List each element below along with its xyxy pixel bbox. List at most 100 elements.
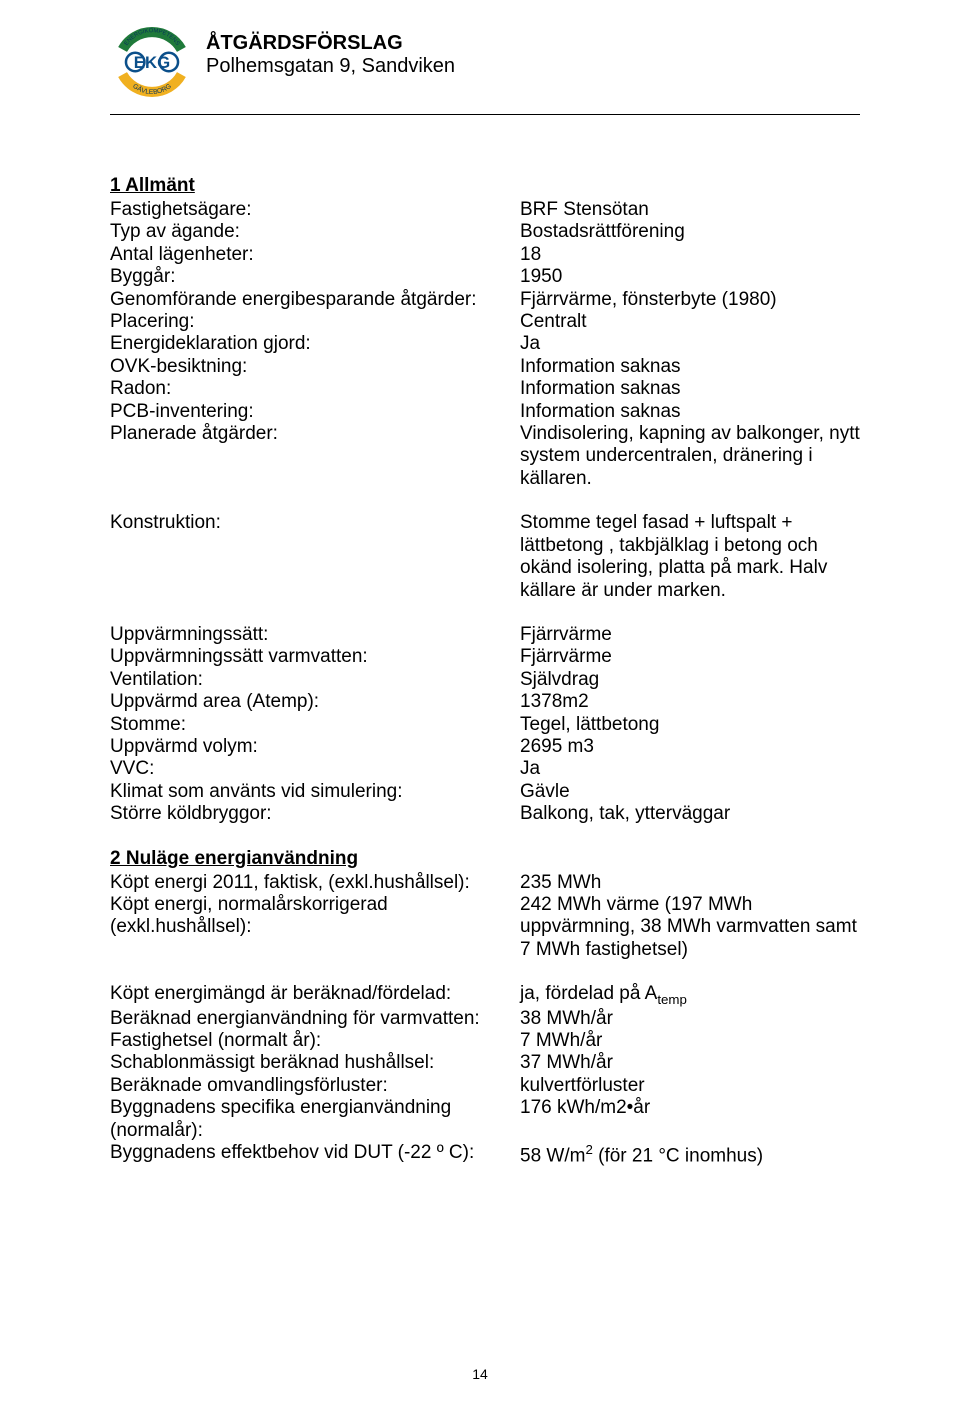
row-value: 58 W/m2 (för 21 °C inomhus): [520, 1142, 860, 1168]
row-value: Tegel, lättbetong: [520, 714, 860, 736]
row-label: Köpt energi 2011, faktisk, (exkl.hushåll…: [110, 872, 520, 894]
row-value: kulvertförluster: [520, 1075, 860, 1097]
svg-text:EKG: EKG: [134, 53, 170, 72]
row-label: Byggnadens specifika energianvändning (n…: [110, 1097, 520, 1142]
row-label: Energideklaration gjord:: [110, 333, 520, 355]
data-row: PCB-inventering:Information saknas: [110, 401, 860, 423]
row-value: 18: [520, 244, 860, 266]
data-row: VVC:Ja: [110, 758, 860, 780]
row-label: Planerade åtgärder:: [110, 423, 520, 490]
data-row: Uppvärmningssätt:Fjärrvärme: [110, 624, 860, 646]
data-row: Uppvärmd area (Atemp):1378m2: [110, 691, 860, 713]
row-label: Typ av ägande:: [110, 221, 520, 243]
row-value: 1950: [520, 266, 860, 288]
row-label: Beräknad energianvändning för varmvatten…: [110, 1008, 520, 1030]
row-value: 1378m2: [520, 691, 860, 713]
page: EKG ENERGIKOMPETENS GÄVLEBORG ÅTGÄRDSFÖR…: [0, 0, 960, 1406]
row-label: Genomförande energibesparande åtgärder:: [110, 289, 520, 311]
row-label: Stomme:: [110, 714, 520, 736]
label-konstruktion: Konstruktion:: [110, 512, 520, 602]
header-title: ÅTGÄRDSFÖRSLAG: [206, 32, 455, 55]
row-label: Uppvärmd volym:: [110, 736, 520, 758]
row-value: Vindisolering, kapning av balkonger, nyt…: [520, 423, 860, 490]
data-row: Fastighetsägare:BRF Stensötan: [110, 199, 860, 221]
row-value: 235 MWh: [520, 872, 860, 894]
row-label: PCB-inventering:: [110, 401, 520, 423]
data-row: Klimat som använts vid simulering:Gävle: [110, 781, 860, 803]
row-label: Köpt energimängd är beräknad/fördelad:: [110, 983, 520, 1007]
row-label: Ventilation:: [110, 669, 520, 691]
data-row: Stomme:Tegel, lättbetong: [110, 714, 860, 736]
data-row: Köpt energimängd är beräknad/fördelad:ja…: [110, 983, 860, 1007]
data-row: Köpt energi, normalårskorrigerad (exkl.h…: [110, 894, 860, 961]
row-value: Information saknas: [520, 378, 860, 400]
data-row: Större köldbryggor:Balkong, tak, yttervä…: [110, 803, 860, 825]
row-label: Radon:: [110, 378, 520, 400]
row-value: Gävle: [520, 781, 860, 803]
row-value: BRF Stensötan: [520, 199, 860, 221]
data-row: Placering:Centralt: [110, 311, 860, 333]
row-value: 176 kWh/m2•år: [520, 1097, 860, 1142]
data-row: Genomförande energibesparande åtgärder:F…: [110, 289, 860, 311]
data-row: Uppvärmningssätt varmvatten:Fjärrvärme: [110, 646, 860, 668]
section-2-block-a: Köpt energi 2011, faktisk, (exkl.hushåll…: [110, 872, 860, 962]
row-label: Uppvärmd area (Atemp):: [110, 691, 520, 713]
row-label: Byggnadens effektbehov vid DUT (-22 º C)…: [110, 1142, 520, 1168]
row-label: Större köldbryggor:: [110, 803, 520, 825]
row-value: Information saknas: [520, 401, 860, 423]
row-value: Balkong, tak, ytterväggar: [520, 803, 860, 825]
row-value: 37 MWh/år: [520, 1052, 860, 1074]
row-value: Ja: [520, 758, 860, 780]
data-row: Energideklaration gjord:Ja: [110, 333, 860, 355]
section-2-block-b: Köpt energimängd är beräknad/fördelad:ja…: [110, 983, 860, 1168]
row-value: Bostadsrättförening: [520, 221, 860, 243]
data-row: OVK-besiktning:Information saknas: [110, 356, 860, 378]
row-label: Uppvärmningssätt varmvatten:: [110, 646, 520, 668]
data-row: Radon:Information saknas: [110, 378, 860, 400]
row-label: Klimat som använts vid simulering:: [110, 781, 520, 803]
data-row: Byggnadens specifika energianvändning (n…: [110, 1097, 860, 1142]
row-value: 38 MWh/år: [520, 1008, 860, 1030]
row-label: OVK-besiktning:: [110, 356, 520, 378]
data-row: Köpt energi 2011, faktisk, (exkl.hushåll…: [110, 872, 860, 894]
data-row: Typ av ägande:Bostadsrättförening: [110, 221, 860, 243]
data-row: Beräknade omvandlingsförluster:kulvertfö…: [110, 1075, 860, 1097]
data-row: Byggår:1950: [110, 266, 860, 288]
data-row: Uppvärmd volym:2695 m3: [110, 736, 860, 758]
row-value: ja, fördelad på Atemp: [520, 983, 860, 1007]
header-subtitle: Polhemsgatan 9, Sandviken: [206, 55, 455, 78]
page-footer: 14: [0, 1366, 960, 1382]
row-value: Centralt: [520, 311, 860, 333]
row-label: Uppvärmningssätt:: [110, 624, 520, 646]
data-row: Beräknad energianvändning för varmvatten…: [110, 1008, 860, 1030]
page-number: 14: [472, 1366, 488, 1382]
row-value: Fjärrvärme: [520, 646, 860, 668]
section-1-block-b: Uppvärmningssätt:FjärrvärmeUppvärmningss…: [110, 624, 860, 826]
data-row: Schablonmässigt beräknad hushållsel:37 M…: [110, 1052, 860, 1074]
section-1-title: 1 Allmänt: [110, 175, 860, 197]
row-label: Placering:: [110, 311, 520, 333]
section-1-block-a: Fastighetsägare:BRF StensötanTyp av ägan…: [110, 199, 860, 490]
row-value: Fjärrvärme, fönsterbyte (1980): [520, 289, 860, 311]
row-value: 2695 m3: [520, 736, 860, 758]
row-label: Köpt energi, normalårskorrigerad (exkl.h…: [110, 894, 520, 961]
row-value: 7 MWh/år: [520, 1030, 860, 1052]
row-label: Schablonmässigt beräknad hushållsel:: [110, 1052, 520, 1074]
row-value: Information saknas: [520, 356, 860, 378]
row-value: Ja: [520, 333, 860, 355]
row-value: Självdrag: [520, 669, 860, 691]
row-label: Beräknade omvandlingsförluster:: [110, 1075, 520, 1097]
row-label: Fastighetsel (normalt år):: [110, 1030, 520, 1052]
row-value: 242 MWh värme (197 MWh uppvärmning, 38 M…: [520, 894, 860, 961]
row-label: VVC:: [110, 758, 520, 780]
data-row: Ventilation:Självdrag: [110, 669, 860, 691]
data-row: Fastighetsel (normalt år):7 MWh/år: [110, 1030, 860, 1052]
divider: [110, 114, 860, 115]
row-label: Fastighetsägare:: [110, 199, 520, 221]
data-row: Byggnadens effektbehov vid DUT (-22 º C)…: [110, 1142, 860, 1168]
data-row: Planerade åtgärder:Vindisolering, kapnin…: [110, 423, 860, 490]
section-2-title: 2 Nuläge energianvändning: [110, 848, 860, 870]
row-value: Fjärrvärme: [520, 624, 860, 646]
data-row: Antal lägenheter:18: [110, 244, 860, 266]
logo-ekg: EKG ENERGIKOMPETENS GÄVLEBORG: [110, 20, 194, 104]
